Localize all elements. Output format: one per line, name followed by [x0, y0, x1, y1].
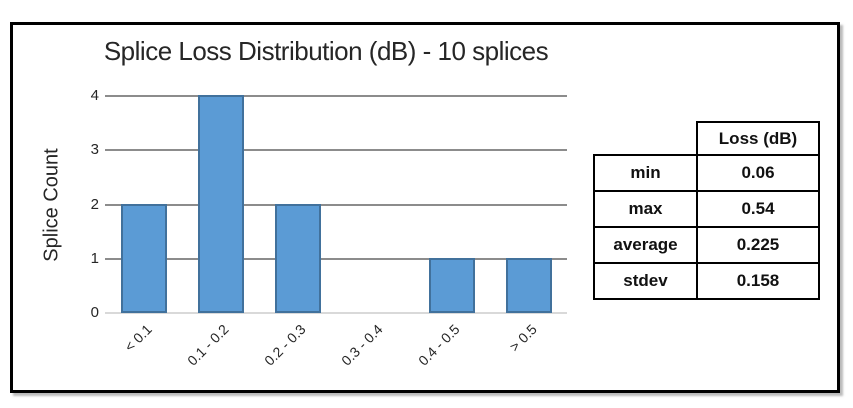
- stats-blank-cell: [594, 122, 697, 155]
- stats-label: min: [593, 154, 698, 192]
- stats-row-average: average 0.225: [593, 226, 820, 264]
- y-tick-label-4: 4: [90, 87, 99, 104]
- stats-value: 0.06: [696, 154, 820, 192]
- x-category-label: > 0.5: [506, 321, 540, 355]
- gridline-2: [105, 203, 567, 206]
- bar-0.1-0.2: [197, 95, 244, 313]
- stats-row-stdev: stdev 0.158: [593, 262, 820, 300]
- chart-frame: Splice Loss Distribution (dB) - 10 splic…: [10, 22, 840, 393]
- gridline-1: [105, 257, 567, 260]
- stats-value-column-header: Loss (dB): [696, 121, 820, 156]
- bar-<0.1: [120, 203, 167, 313]
- x-category-label: 0.1 - 0.2: [184, 321, 232, 369]
- stats-value: 0.225: [696, 226, 820, 264]
- stats-label: stdev: [593, 262, 698, 300]
- stats-header-row: Loss (dB): [594, 121, 820, 156]
- stats-value: 0.54: [696, 190, 820, 228]
- y-tick-label-2: 2: [90, 195, 99, 213]
- x-category-label: 0.4 - 0.5: [415, 321, 463, 369]
- stats-row-max: max 0.54: [593, 190, 820, 228]
- stats-value: 0.158: [696, 262, 820, 300]
- bar->0.5: [505, 257, 552, 313]
- gridline-0: [105, 312, 567, 314]
- bar-0.2-0.3: [274, 203, 321, 313]
- bar-0.4-0.5: [428, 257, 475, 313]
- x-category-label: < 0.1: [121, 321, 155, 355]
- stats-table: Loss (dB) min 0.06 max 0.54 average 0.225 stde…: [593, 121, 820, 300]
- x-category-label: 0.2 - 0.3: [261, 321, 309, 369]
- y-tick-label-1: 1: [90, 249, 99, 267]
- stats-label: max: [593, 190, 698, 228]
- chart-title: Splice Loss Distribution (dB) - 10 splic…: [103, 36, 549, 66]
- x-category-label: 0.3 - 0.4: [338, 321, 386, 369]
- y-tick-label-0: 0: [90, 304, 99, 321]
- stats-row-min: min 0.06: [593, 154, 820, 192]
- y-tick-label-3: 3: [90, 141, 99, 159]
- gridline-4: [105, 95, 567, 97]
- gridline-3: [105, 149, 567, 152]
- stats-label: average: [593, 226, 698, 264]
